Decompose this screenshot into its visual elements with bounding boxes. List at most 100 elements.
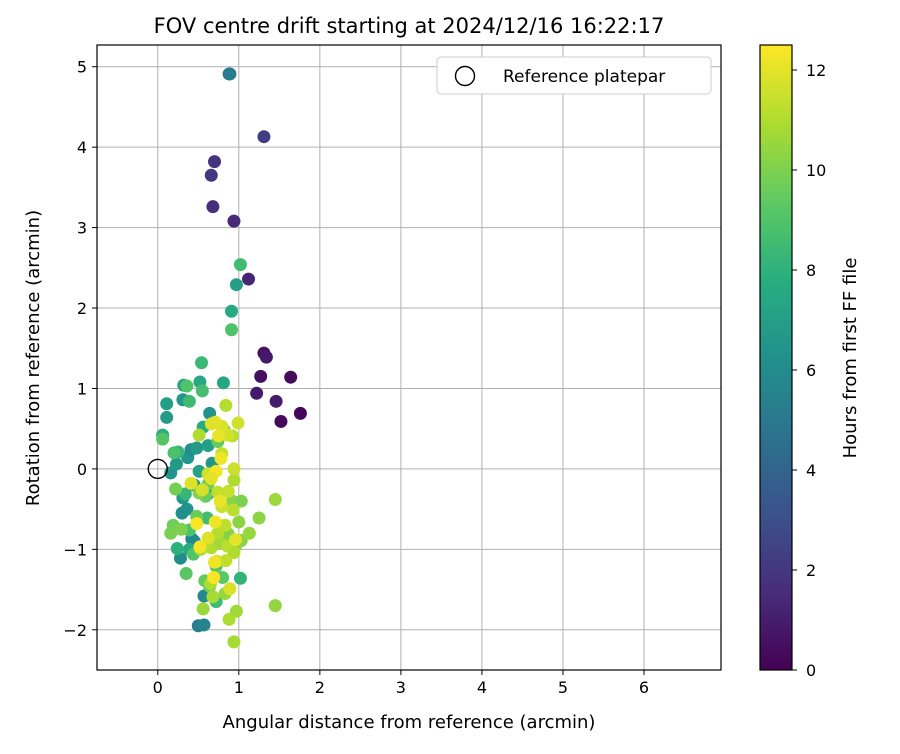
x-tick-label: 4 [477, 678, 487, 697]
data-point [204, 472, 218, 486]
legend: Reference platepar [436, 56, 712, 95]
data-point [268, 599, 282, 613]
data-point [250, 386, 264, 400]
x-axis-ticks: 0 1 2 3 4 5 6 [153, 670, 649, 697]
colorbar-tick-label: 4 [806, 461, 816, 480]
legend-label: Reference platepar [503, 67, 665, 87]
colorbar-tick-label: 2 [806, 561, 816, 580]
data-point [160, 410, 174, 424]
reference-marker-layer [147, 458, 168, 480]
data-point [216, 376, 230, 390]
y-tick-label: −2 [63, 621, 87, 640]
y-tick-label: 3 [77, 219, 87, 238]
data-point [182, 394, 196, 408]
data-point [180, 379, 194, 393]
colorbar-tick-label: 0 [806, 661, 816, 680]
colorbar-ticks: 0 2 4 6 8 10 12 [792, 61, 826, 680]
data-point [204, 417, 218, 431]
data-point [223, 582, 237, 596]
data-point [257, 130, 271, 144]
data-point [197, 618, 211, 632]
data-point [167, 446, 181, 460]
data-point [227, 462, 241, 476]
x-axis-label: Angular distance from reference (arcmin) [223, 712, 596, 733]
data-point [208, 515, 222, 529]
data-point [195, 356, 209, 370]
data-point [269, 394, 283, 408]
data-point [216, 570, 230, 584]
data-point [201, 531, 215, 545]
data-point [195, 384, 209, 398]
data-point [223, 67, 237, 81]
colorbar-label: Hours from first FF file [840, 258, 861, 459]
x-tick-label: 2 [315, 678, 325, 697]
y-axis-ticks: −2 −1 0 1 2 3 4 5 [63, 58, 97, 640]
data-point [156, 432, 170, 446]
data-point [164, 526, 178, 540]
x-tick-label: 1 [234, 678, 244, 697]
data-point [221, 484, 235, 498]
chart-title: FOV centre drift starting at 2024/12/16 … [154, 14, 665, 38]
y-tick-label: 5 [77, 58, 87, 77]
data-point [204, 168, 218, 182]
y-tick-label: 4 [77, 138, 87, 157]
data-point [195, 483, 209, 497]
colorbar-tick-label: 8 [806, 261, 816, 280]
data-points [156, 67, 307, 649]
x-tick-label: 6 [639, 678, 649, 697]
colorbar-tick-label: 10 [806, 161, 826, 180]
data-point [196, 602, 210, 616]
data-point [284, 370, 298, 384]
reference-platepar-marker [147, 458, 168, 480]
data-point [212, 429, 226, 443]
data-point [222, 612, 236, 626]
data-point [227, 546, 241, 560]
data-point [233, 571, 247, 585]
colorbar-tick-label: 6 [806, 361, 816, 380]
data-point [254, 369, 268, 383]
y-axis-label: Rotation from reference (arcmin) [23, 210, 44, 506]
data-point [274, 414, 288, 428]
data-point [225, 304, 239, 318]
data-point [231, 416, 245, 430]
data-point [242, 526, 256, 540]
colorbar: 0 2 4 6 8 10 12 Hours from first FF file [759, 44, 861, 680]
data-point [170, 542, 184, 556]
data-point [225, 323, 239, 337]
data-point [214, 451, 228, 465]
data-point [229, 533, 243, 547]
data-point [259, 350, 273, 364]
y-tick-label: 2 [77, 299, 87, 318]
data-point [206, 590, 220, 604]
data-point [201, 439, 215, 453]
colorbar-tick-label: 12 [806, 61, 826, 80]
data-point [169, 457, 183, 471]
data-point [190, 517, 204, 531]
data-point [242, 272, 256, 286]
data-point [226, 503, 240, 517]
y-tick-label: 1 [77, 379, 87, 398]
x-tick-label: 3 [396, 678, 406, 697]
data-point [192, 428, 206, 442]
data-point [208, 155, 222, 169]
data-point [193, 540, 207, 554]
legend-marker-icon [454, 65, 476, 87]
colorbar-gradient [759, 44, 793, 671]
data-point [160, 397, 174, 411]
data-point [207, 570, 221, 584]
y-tick-label: 0 [77, 460, 87, 479]
data-point [293, 406, 307, 420]
data-point [232, 515, 246, 529]
data-point [208, 555, 222, 569]
legend-box [436, 56, 712, 95]
plot-frame [96, 44, 722, 671]
x-tick-label: 0 [153, 678, 163, 697]
data-point [190, 441, 204, 455]
data-point [206, 200, 220, 214]
data-point [179, 566, 193, 580]
data-point [227, 214, 241, 228]
data-point [229, 278, 243, 292]
data-point [234, 494, 248, 508]
